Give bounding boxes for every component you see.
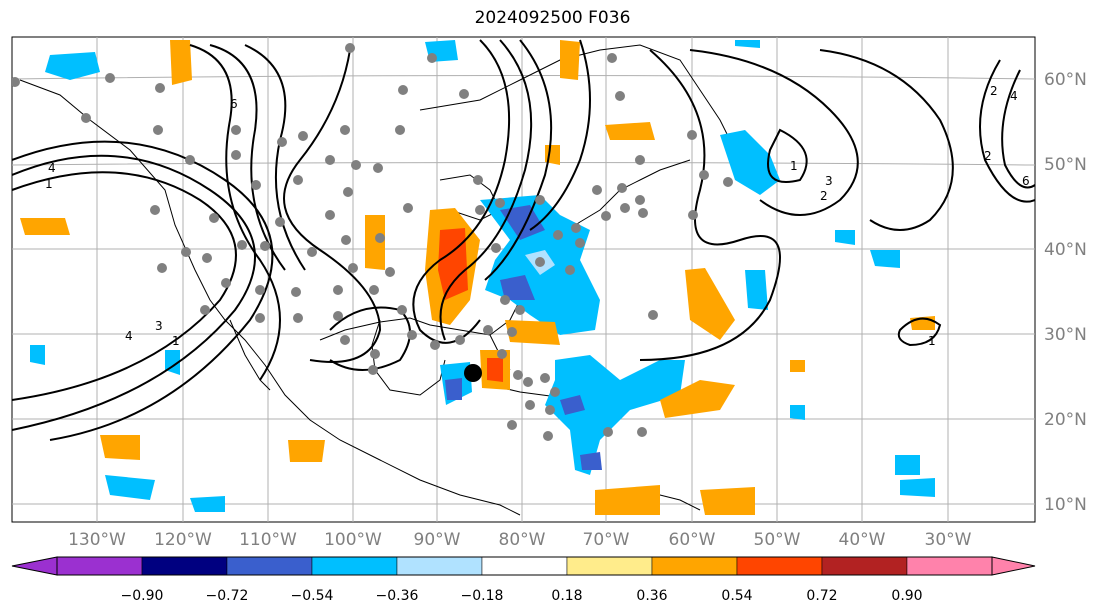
- lat-tick-label: 60°N: [1044, 70, 1087, 90]
- contour-label-group: 4 1 1 3 4 2 6 4 2 3 1 2 6 1: [45, 84, 1030, 348]
- colorbar-swatch: [226, 556, 313, 576]
- longitude-labels: 130°W 120°W 110°W 100°W 90°W 80°W 70°W 6…: [68, 530, 972, 550]
- contour-label: 2: [820, 189, 828, 203]
- lon-tick-label: 130°W: [68, 530, 126, 550]
- colorbar-swatch: [736, 556, 823, 576]
- contour-label: 1: [45, 177, 53, 191]
- contour-lines: [12, 39, 1035, 441]
- contour-label: 4: [125, 329, 133, 343]
- station-dots: [12, 43, 733, 441]
- lon-tick-label: 110°W: [239, 530, 297, 550]
- colorbar: −0.90 −0.72 −0.54 −0.36 −0.18 0.18 0.36 …: [11, 556, 1036, 604]
- contour-label: 6: [230, 97, 238, 111]
- contour-label: 4: [1010, 89, 1018, 103]
- colorbar-swatch: [906, 556, 993, 576]
- colorbar-swatch: [56, 556, 143, 576]
- colorbar-tick-label: 0.90: [891, 588, 922, 604]
- lon-tick-label: 50°W: [754, 530, 801, 550]
- lon-tick-label: 30°W: [925, 530, 972, 550]
- colorbar-swatch: [311, 556, 398, 576]
- lon-tick-label: 60°W: [669, 530, 716, 550]
- contour-label: 1: [172, 334, 180, 348]
- lat-tick-label: 40°N: [1044, 240, 1087, 260]
- colorbar-tick-label: −0.72: [206, 588, 249, 604]
- contour-label: 1: [790, 159, 798, 173]
- contour-label: 3: [825, 174, 833, 188]
- lat-tick-label: 20°N: [1044, 410, 1087, 430]
- colorbar-tick-label: 0.18: [551, 588, 582, 604]
- lon-tick-label: 80°W: [499, 530, 546, 550]
- lat-tick-label: 30°N: [1044, 325, 1087, 345]
- colorbar-tick-label: −0.54: [291, 588, 334, 604]
- lat-tick-label: 50°N: [1044, 155, 1087, 175]
- colorbar-tick-label: 0.36: [636, 588, 667, 604]
- colorbar-tick-label: 0.54: [721, 588, 752, 604]
- lat-tick-label: 10°N: [1044, 495, 1087, 515]
- lon-tick-label: 120°W: [154, 530, 212, 550]
- contour-label: 2: [984, 149, 992, 163]
- lon-tick-label: 40°W: [839, 530, 886, 550]
- map-content: [12, 37, 1035, 522]
- contour-label: 6: [1022, 174, 1030, 188]
- colorbar-swatch: [481, 556, 568, 576]
- contour-label: 2: [990, 84, 998, 98]
- contour-label: 3: [155, 319, 163, 333]
- contour-label: 4: [48, 161, 56, 175]
- colorbar-tick-label: 0.72: [806, 588, 837, 604]
- colorbar-swatch: [141, 556, 228, 576]
- colorbar-tick-label: −0.90: [121, 588, 164, 604]
- storm-position-marker: [464, 364, 482, 382]
- colorbar-extend-high: [991, 556, 1036, 576]
- colorbar-extend-low: [11, 556, 58, 576]
- colorbar-tick-label: −0.36: [376, 588, 419, 604]
- lon-tick-label: 70°W: [583, 530, 630, 550]
- colorbar-swatch: [396, 556, 483, 576]
- colorbar-tick-label: −0.18: [461, 588, 504, 604]
- colorbar-swatch: [821, 556, 908, 576]
- colorbar-swatch: [651, 556, 738, 576]
- contour-label: 1: [928, 334, 936, 348]
- colorbar-swatch: [566, 556, 653, 576]
- map-title: 2024092500 F036: [474, 8, 631, 28]
- latitude-labels: 60°N 50°N 40°N 30°N 20°N 10°N: [1044, 70, 1087, 515]
- lon-tick-label: 100°W: [324, 530, 382, 550]
- lon-tick-label: 90°W: [414, 530, 461, 550]
